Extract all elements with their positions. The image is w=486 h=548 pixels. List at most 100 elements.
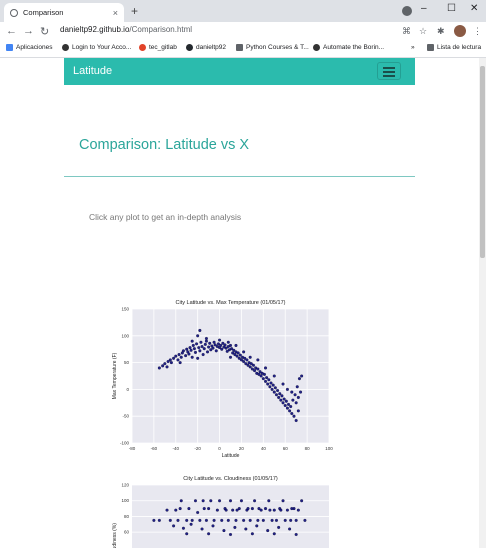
data-point bbox=[218, 499, 222, 503]
data-point bbox=[187, 352, 191, 356]
y-tick-label: 120 bbox=[121, 483, 129, 488]
y-tick-label: 60 bbox=[124, 530, 130, 535]
data-point bbox=[233, 525, 237, 529]
y-tick-label: -50 bbox=[122, 414, 129, 419]
reload-icon[interactable]: ↻ bbox=[40, 26, 50, 38]
bookmark-python[interactable]: Python Courses & T... bbox=[236, 44, 309, 51]
maximize-button[interactable]: ☐ bbox=[447, 3, 456, 14]
scrollbar-thumb[interactable] bbox=[480, 66, 485, 258]
new-tab-button[interactable]: + bbox=[131, 4, 139, 18]
y-tick-label: 150 bbox=[121, 307, 129, 312]
bookmark-apps[interactable]: Aplicaciones bbox=[6, 44, 53, 51]
close-window-button[interactable]: ✕ bbox=[470, 3, 479, 14]
data-point bbox=[279, 398, 283, 402]
data-point bbox=[300, 499, 304, 503]
data-point bbox=[256, 367, 260, 371]
menu-icon[interactable]: ⋮ bbox=[473, 26, 482, 36]
data-point bbox=[190, 518, 194, 522]
reading-list-button[interactable]: Lista de lectura bbox=[427, 44, 481, 51]
data-point bbox=[283, 518, 287, 522]
data-point bbox=[246, 363, 250, 367]
extensions-icon[interactable]: ✱ bbox=[437, 26, 445, 36]
data-point bbox=[270, 387, 274, 391]
bookmark-automate[interactable]: Automate the Borin... bbox=[313, 44, 384, 51]
hamburger-menu-button[interactable] bbox=[377, 62, 401, 80]
x-tick-label: 60 bbox=[283, 446, 289, 451]
data-point bbox=[258, 370, 262, 374]
data-point bbox=[165, 365, 169, 369]
data-point bbox=[259, 508, 263, 512]
data-point bbox=[264, 366, 268, 370]
bookmark-login[interactable]: Login to Your Acco... bbox=[62, 44, 131, 51]
minimize-button[interactable]: – bbox=[421, 3, 427, 14]
data-point bbox=[266, 382, 270, 386]
page-viewport bbox=[0, 58, 480, 548]
data-point bbox=[212, 518, 216, 522]
back-arrow-icon[interactable]: ← bbox=[6, 25, 17, 37]
navbar-brand[interactable]: Latitude bbox=[73, 65, 113, 77]
address-bar[interactable]: danieltp92.github.io/Comparison.html bbox=[60, 25, 192, 34]
data-point bbox=[212, 340, 216, 344]
close-tab-icon[interactable]: × bbox=[112, 7, 118, 18]
x-tick-label: -60 bbox=[151, 446, 158, 451]
menu-bar-icon bbox=[383, 67, 395, 69]
data-point bbox=[257, 372, 261, 376]
data-point bbox=[237, 356, 241, 360]
data-point bbox=[274, 518, 278, 522]
data-point bbox=[272, 390, 276, 394]
globe-icon bbox=[313, 44, 320, 51]
data-point bbox=[201, 499, 205, 503]
data-point bbox=[163, 362, 167, 366]
data-point bbox=[165, 508, 169, 512]
cloudiness-plot[interactable]: City Latitude vs. Cloudiness (01/05/17) 6… bbox=[110, 474, 336, 548]
translate-icon[interactable]: ⌘ bbox=[402, 26, 411, 36]
data-point bbox=[228, 343, 232, 347]
data-point bbox=[157, 518, 161, 522]
bookmark-github[interactable]: danieltp92 bbox=[186, 44, 226, 51]
y-tick-label: 100 bbox=[121, 333, 129, 338]
forward-arrow-icon[interactable]: → bbox=[23, 25, 34, 37]
max-temperature-plot[interactable]: City Latitude vs. Max Temperature (01/05… bbox=[110, 296, 336, 462]
y-axis-label: Max Temperature (F) bbox=[112, 352, 118, 399]
bookmark-gitlab[interactable]: tec_gitlab bbox=[139, 44, 177, 51]
data-point bbox=[161, 364, 165, 368]
bookmarks-more-button[interactable]: » bbox=[411, 44, 415, 51]
data-point bbox=[214, 349, 218, 353]
data-point bbox=[169, 361, 173, 365]
data-point bbox=[190, 355, 194, 359]
data-point bbox=[297, 377, 301, 381]
x-tick-label: 100 bbox=[325, 446, 333, 451]
data-point bbox=[273, 386, 277, 390]
data-point bbox=[172, 356, 176, 360]
data-point bbox=[181, 349, 185, 353]
data-point bbox=[178, 507, 182, 511]
data-point bbox=[187, 507, 191, 511]
data-point bbox=[198, 349, 202, 353]
star-icon[interactable]: ☆ bbox=[419, 26, 428, 36]
data-point bbox=[293, 393, 297, 397]
data-point bbox=[191, 343, 195, 347]
data-point bbox=[271, 383, 275, 387]
data-point bbox=[262, 372, 266, 376]
tab-search-icon[interactable] bbox=[402, 6, 412, 16]
data-point bbox=[166, 360, 170, 364]
data-point bbox=[276, 388, 280, 392]
avatar[interactable] bbox=[454, 25, 466, 37]
data-point bbox=[220, 347, 224, 351]
browser-tab[interactable]: Comparison × bbox=[4, 3, 124, 22]
data-point bbox=[283, 403, 287, 407]
x-tick-label: -40 bbox=[173, 446, 180, 451]
data-point bbox=[242, 360, 246, 364]
data-point bbox=[280, 394, 284, 398]
scrollbar-track[interactable] bbox=[479, 58, 486, 548]
data-point bbox=[189, 522, 193, 526]
data-point bbox=[261, 518, 265, 522]
data-point bbox=[250, 507, 254, 511]
data-point bbox=[250, 532, 254, 536]
data-point bbox=[192, 347, 196, 351]
data-point bbox=[233, 353, 237, 357]
data-point bbox=[285, 387, 289, 391]
y-tick-label: 0 bbox=[126, 387, 129, 392]
data-point bbox=[234, 518, 238, 522]
data-point bbox=[242, 518, 246, 522]
